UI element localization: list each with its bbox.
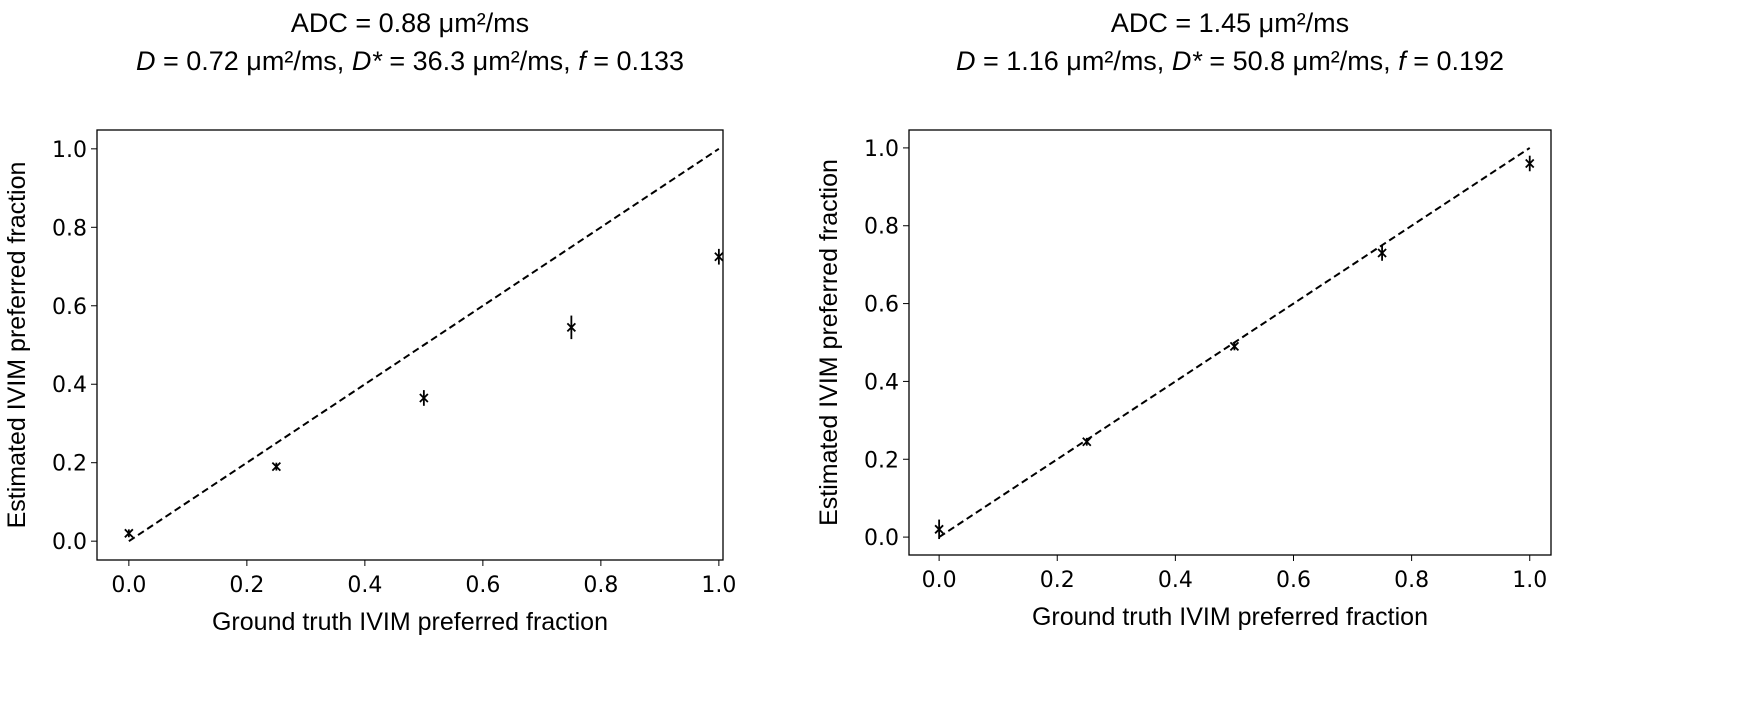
left-axes-frame: [96, 129, 724, 561]
title-segment: = 1.16 μm²/ms,: [975, 46, 1172, 76]
left-y-tick-label: 0.2: [52, 452, 87, 477]
left-y-tick-label: 0.8: [52, 216, 87, 241]
left-title-line: ADC = 0.88 μm²/ms: [97, 4, 723, 42]
title-segment: D*: [351, 46, 382, 76]
title-segment: = 0.192: [1405, 46, 1505, 76]
left-y-tick-label: 1.0: [52, 138, 87, 163]
left-y-tick-label: 0.4: [52, 373, 87, 398]
right-chart-title: ADC = 1.45 μm²/ms D = 1.16 μm²/ms, D* = 5…: [909, 4, 1551, 80]
right-x-tick-label: 0.6: [1276, 568, 1311, 593]
left-x-tick-label: 0.8: [583, 573, 618, 598]
right-y-axis-label: Estimated IVIM preferred fraction: [815, 159, 843, 526]
left-x-tick-label: 1.0: [701, 573, 736, 598]
right-x-tick-label: 0.0: [922, 568, 957, 593]
right-data-point: [1229, 341, 1240, 352]
title-segment: = 36.3 μm²/ms,: [381, 46, 579, 76]
left-data-point: [124, 528, 134, 538]
left-x-tick-label: 0.2: [229, 573, 264, 598]
left-title-line: D = 0.72 μm²/ms, D* = 36.3 μm²/ms, f = 0…: [97, 42, 723, 80]
right-data-point: [1082, 437, 1092, 447]
left-y-tick-label: 0.0: [52, 530, 87, 555]
title-segment: D: [135, 46, 156, 76]
title-segment: = 50.8 μm²/ms,: [1201, 46, 1399, 76]
title-segment: D*: [1171, 46, 1202, 76]
right-y-tick-label: 0.6: [864, 293, 899, 318]
title-segment: ADC = 0.88 μm²/ms: [290, 8, 530, 38]
left-x-tick-label: 0.6: [465, 573, 500, 598]
right-y-tick-label: 0.2: [864, 448, 899, 473]
left-y-axis-label: Estimated IVIM preferred fraction: [3, 162, 31, 529]
left-x-axis-label: Ground truth IVIM preferred fraction: [212, 608, 608, 636]
left-y-tick-label: 0.6: [52, 295, 87, 320]
left-identity-line: [128, 147, 720, 543]
right-y-tick-label: 1.0: [864, 137, 899, 162]
right-y-tick-label: 0.4: [864, 370, 899, 395]
right-y-tick-label: 0.8: [864, 215, 899, 240]
right-x-tick-label: 0.2: [1040, 568, 1075, 593]
right-data-point: [1525, 158, 1535, 169]
right-x-axis-label: Ground truth IVIM preferred fraction: [1032, 603, 1428, 631]
left-chart-title: ADC = 0.88 μm²/ms D = 0.72 μm²/ms, D* = 3…: [97, 4, 723, 80]
right-x-tick-label: 0.4: [1158, 568, 1193, 593]
right-title-line: D = 1.16 μm²/ms, D* = 50.8 μm²/ms, f = 0…: [909, 42, 1551, 80]
title-segment: = 0.72 μm²/ms,: [155, 46, 352, 76]
right-axes-frame: [908, 129, 1552, 556]
right-x-tick-label: 1.0: [1512, 568, 1547, 593]
right-x-tick-label: 0.8: [1394, 568, 1429, 593]
right-data-point: [1377, 248, 1387, 258]
right-title-line: ADC = 1.45 μm²/ms: [909, 4, 1551, 42]
right-y-tick-label: 0.0: [864, 526, 899, 551]
title-segment: f: [1398, 46, 1406, 76]
left-data-point: [714, 252, 724, 262]
left-data-point: [419, 393, 429, 403]
title-segment: = 0.133: [585, 46, 685, 76]
title-segment: ADC = 1.45 μm²/ms: [1110, 8, 1350, 38]
left-data-point: [566, 322, 577, 332]
right-data-point: [934, 524, 944, 534]
title-segment: D: [955, 46, 976, 76]
left-data-point: [271, 461, 281, 472]
title-segment: f: [578, 46, 586, 76]
left-x-tick-label: 0.4: [347, 573, 382, 598]
left-x-tick-label: 0.0: [111, 573, 146, 598]
